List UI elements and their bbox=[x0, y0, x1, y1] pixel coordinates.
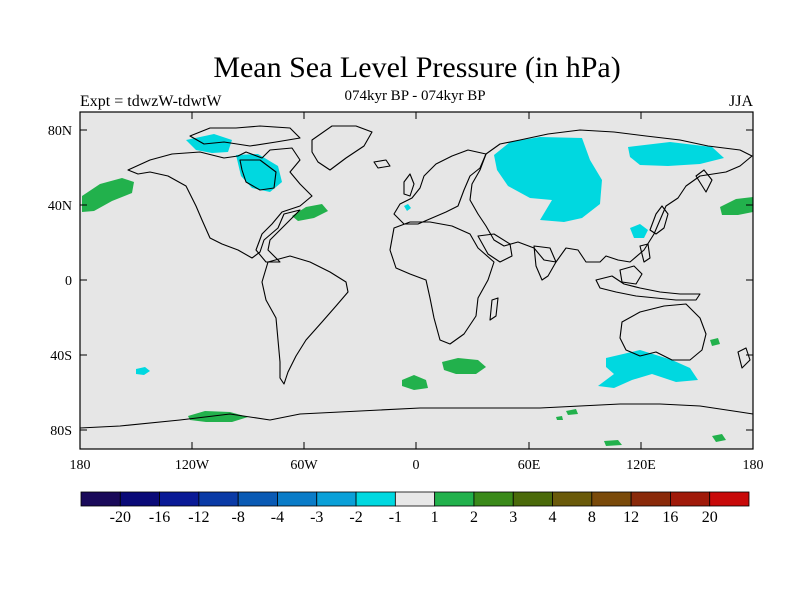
anomaly-region-south-atlantic bbox=[402, 375, 428, 390]
anomaly-region-north-pacific-east bbox=[720, 197, 753, 215]
anomaly-region-japan bbox=[630, 224, 648, 238]
lat-label-40n: 40N bbox=[48, 199, 72, 214]
longitude-labels: 180 120W 60W 0 60E 120E 180 bbox=[70, 458, 764, 473]
colorbar-label: 4 bbox=[549, 509, 557, 526]
experiment-label: Expt = tdwzW-tdwtW bbox=[80, 93, 222, 110]
colorbar-swatch bbox=[552, 491, 593, 507]
colorbar-swatch bbox=[709, 491, 750, 507]
lat-label-0: 0 bbox=[65, 274, 72, 289]
coastline-japan bbox=[649, 205, 669, 235]
colorbar-label: 20 bbox=[702, 509, 718, 526]
colorbar-label: 1 bbox=[431, 509, 439, 526]
anomaly-region-north-pacific-west bbox=[82, 178, 134, 212]
colorbar-label: 2 bbox=[470, 509, 478, 526]
lat-label-80n: 80N bbox=[48, 124, 72, 139]
coastline-africa bbox=[389, 221, 495, 345]
lon-label-0: 0 bbox=[413, 458, 420, 473]
lon-label-180w: 180 bbox=[70, 458, 91, 473]
anomaly-region-antarctic-coast bbox=[604, 440, 622, 446]
coastline-philippines bbox=[639, 243, 651, 263]
coastline-britain bbox=[403, 173, 415, 197]
anomaly-region-ross-sea bbox=[712, 434, 726, 442]
coastlines bbox=[79, 125, 754, 429]
anomaly-region-tasman bbox=[710, 338, 720, 346]
colorbar-label: -2 bbox=[349, 509, 362, 526]
anomaly-region-southern-ocean-2 bbox=[556, 416, 563, 420]
colorbar-label: -12 bbox=[188, 509, 209, 526]
coastline-north-america bbox=[127, 147, 313, 263]
coastline-indonesia bbox=[595, 275, 701, 301]
colorbar-label: 16 bbox=[662, 509, 678, 526]
anomaly-region-southern-ocean-1 bbox=[566, 409, 578, 415]
anomaly-region-australia-south bbox=[598, 350, 698, 388]
anomaly-region-siberia bbox=[494, 137, 602, 222]
coastline-australia bbox=[619, 303, 707, 361]
colorbar-label: -16 bbox=[149, 509, 170, 526]
coastline-greenland bbox=[311, 125, 373, 171]
colorbar-label: -1 bbox=[389, 509, 402, 526]
coastline-hudson-bay bbox=[239, 159, 277, 191]
colorbar-swatch bbox=[355, 491, 396, 507]
colorbar-swatch bbox=[119, 491, 160, 507]
coastline-borneo bbox=[619, 265, 643, 285]
coastline-kamchatka bbox=[695, 169, 713, 193]
coastline-arctic-islands bbox=[189, 125, 301, 147]
map-subtitle: 074kyr BP - 074kyr BP bbox=[344, 88, 486, 104]
colorbar-swatch bbox=[630, 491, 671, 507]
colorbar-swatch bbox=[473, 491, 514, 507]
positive-anomaly-regions bbox=[82, 178, 753, 446]
colorbar-swatch bbox=[277, 491, 318, 507]
coastline-antarctica bbox=[79, 403, 754, 429]
lon-label-60e: 60E bbox=[518, 458, 541, 473]
colorbar-swatch bbox=[237, 491, 278, 507]
colorbar-swatch bbox=[434, 491, 475, 507]
colorbar-swatch bbox=[512, 491, 553, 507]
colorbar-label: 12 bbox=[623, 509, 639, 526]
coastline-iceland bbox=[373, 159, 391, 169]
colorbar-swatch bbox=[670, 491, 711, 507]
anomaly-region-south-pacific-dot bbox=[136, 367, 150, 375]
map-background bbox=[80, 112, 753, 449]
colorbar-swatch bbox=[198, 491, 239, 507]
lat-label-40s: 40S bbox=[50, 349, 72, 364]
anomaly-region-south-indian bbox=[442, 358, 486, 374]
colorbar-label: -4 bbox=[271, 509, 284, 526]
coastline-india bbox=[533, 245, 557, 281]
anomaly-region-south-pacific bbox=[188, 411, 248, 422]
colorbar-swatch bbox=[316, 491, 357, 507]
colorbar-label: -20 bbox=[110, 509, 131, 526]
coastline-asia bbox=[469, 129, 753, 263]
colorbar-swatch bbox=[591, 491, 632, 507]
colorbar-swatch bbox=[80, 491, 121, 507]
colorbar-labels: -20 -16 -12 -8 -4 -3 -2 -1 1 2 3 4 8 12 16 20 bbox=[110, 509, 718, 526]
colorbar-swatch bbox=[394, 491, 436, 507]
colorbar-label: -8 bbox=[232, 509, 245, 526]
season-label: JJA bbox=[728, 93, 753, 110]
map-title: Mean Sea Level Pressure (in hPa) bbox=[213, 51, 621, 84]
axis-ticks bbox=[80, 112, 753, 449]
lon-label-180e: 180 bbox=[743, 458, 764, 473]
anomaly-region-east-siberia bbox=[628, 142, 724, 166]
anomaly-region-north-atlantic-dot bbox=[404, 204, 411, 211]
coastline-madagascar bbox=[489, 297, 499, 321]
colorbar-label: 8 bbox=[588, 509, 596, 526]
lon-label-120w: 120W bbox=[175, 458, 210, 473]
anomaly-region-north-atlantic bbox=[292, 204, 328, 221]
colorbar-label: -3 bbox=[310, 509, 323, 526]
colorbar-label: 3 bbox=[509, 509, 517, 526]
coastline-new-zealand bbox=[737, 347, 751, 369]
latitude-labels: 80N 40N 0 40S 80S bbox=[48, 124, 72, 439]
coastline-south-america bbox=[261, 255, 349, 385]
coastline-arabia bbox=[477, 233, 513, 263]
lon-label-120e: 120E bbox=[626, 458, 656, 473]
lon-label-60w: 60W bbox=[290, 458, 318, 473]
lat-label-80s: 80S bbox=[50, 424, 72, 439]
colorbar-swatch bbox=[159, 491, 200, 507]
colorbar bbox=[80, 491, 750, 507]
